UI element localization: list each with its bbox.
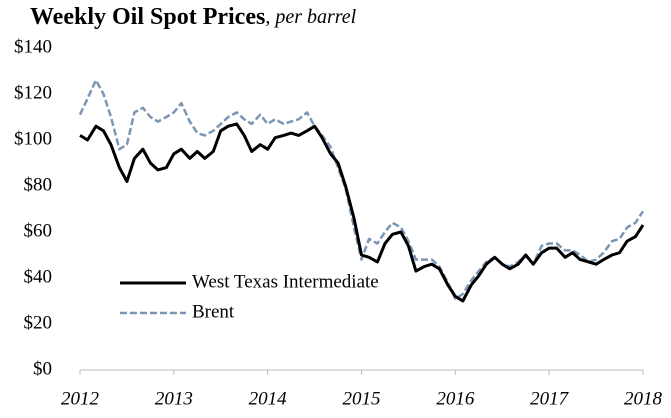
series-line <box>78 78 645 300</box>
series-line <box>79 122 645 303</box>
y-tick-label: $80 <box>24 174 53 195</box>
x-tick-label: 2016 <box>436 388 475 409</box>
x-tick-label: 2018 <box>624 388 663 409</box>
x-tick-label: 2015 <box>343 388 381 409</box>
chart-title: Weekly Oil Spot Prices, per barrel <box>30 4 357 30</box>
x-tick-label: 2014 <box>249 388 288 409</box>
y-tick-label: $140 <box>14 36 52 57</box>
y-tick-label: $100 <box>14 128 52 149</box>
legend-label: Brent <box>192 301 235 322</box>
y-tick-label: $20 <box>24 312 53 333</box>
x-tick-label: 2013 <box>155 388 193 409</box>
legend-label: West Texas Intermediate <box>192 271 379 292</box>
x-tick-label: 2017 <box>530 388 570 409</box>
y-tick-label: $0 <box>33 358 52 379</box>
y-tick-label: $60 <box>24 220 53 241</box>
y-tick-label: $40 <box>24 266 53 287</box>
y-tick-label: $120 <box>14 82 52 103</box>
x-tick-label: 2012 <box>61 388 100 409</box>
title: Weekly Oil Spot Prices <box>30 4 265 30</box>
subtitle: , per barrel <box>265 6 356 28</box>
